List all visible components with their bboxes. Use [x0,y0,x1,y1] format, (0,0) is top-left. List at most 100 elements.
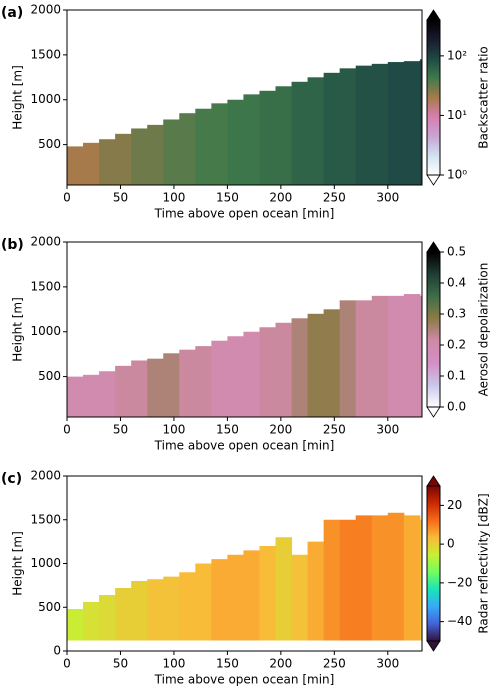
cell-column [115,365,132,417]
cell-column [147,358,164,417]
y-tick-label: 1500 [30,512,61,526]
x-tick-label: 100 [162,657,185,671]
y-tick-label: 1500 [30,279,61,293]
cell-column [403,515,421,641]
cell-column [419,59,422,185]
cell-column [195,563,212,641]
cell-column [291,81,309,185]
y-tick-label: 2000 [30,3,61,17]
cell-column [99,595,116,641]
cell-column [275,537,293,641]
x-tick-label: 150 [216,657,239,671]
cell-column [403,294,421,417]
cell-column [227,336,244,417]
cell-column [227,554,244,641]
colorbar-tick-label: 0.0 [447,400,466,414]
cell-column [163,119,180,185]
cell-column [291,554,309,641]
cell-column [339,300,357,417]
colorbar-extend-bottom [426,174,441,186]
x-tick-label: 200 [269,657,292,671]
colorbar-tick-label: −20 [447,575,472,589]
colorbar-extend-bottom [426,640,441,652]
x-tick-label: 300 [376,423,399,437]
cell-column [147,124,164,185]
y-tick-label: 500 [38,137,61,151]
colorbar-tick-label: 0.4 [447,276,466,290]
colorbar-extend-top [426,475,441,487]
colorbar [427,20,440,175]
y-tick-label: 500 [38,600,61,614]
cell-column [243,94,260,185]
cell-column [371,63,389,185]
cell-column [115,588,132,641]
colorbar [427,486,440,641]
y-tick-label: 1000 [30,324,61,338]
cell-column [131,581,148,641]
cell-column [179,349,196,417]
panel-label: (b) [1,237,24,253]
cell-column [211,340,228,417]
x-tick-label: 300 [376,657,399,671]
cell-column [355,300,373,417]
x-tick-label: 250 [323,423,346,437]
x-tick-label: 0 [63,423,71,437]
x-tick-label: 100 [162,423,185,437]
x-tick-label: 150 [216,191,239,205]
cell-column [387,62,405,185]
cell-column [259,327,277,417]
x-tick-label: 0 [63,657,71,671]
y-tick-label: 1500 [30,47,61,61]
x-tick-label: 200 [269,423,292,437]
y-axis-label: Height [m] [11,531,25,596]
y-tick-label: 1000 [30,556,61,570]
colorbar-tick-label: 10⁰ [447,168,467,182]
cell-column [99,139,116,185]
cell-column [419,295,422,417]
colorbar-frame [426,485,441,642]
panel-label: (c) [1,471,22,487]
y-tick-label: 500 [38,369,61,383]
colorbar-label: Backscatter ratio [477,46,491,149]
colorbar-label: Aerosol depolarization [477,263,491,397]
cell-column [147,579,164,641]
cell-column [131,128,148,185]
x-axis-label: Time above open ocean [min] [154,439,335,453]
y-tick-label: 2000 [30,235,61,249]
colorbar-tick-label: 0.1 [447,369,466,383]
cell-column [83,374,100,417]
cell-column [211,103,228,185]
cell-column [243,331,260,417]
cell-column [403,61,421,185]
cell-column [163,353,180,417]
x-tick-label: 300 [376,191,399,205]
cell-column [291,318,309,417]
heatmap [67,294,422,417]
cell-column [275,86,293,185]
colorbar-frame [426,251,441,408]
cell-column [195,346,212,417]
heatmap [67,512,422,641]
x-tick-label: 250 [323,657,346,671]
panel-label: (a) [1,5,23,21]
cell-column [275,322,293,417]
cell-column [67,376,84,417]
cell-column [371,295,389,417]
y-tick-label: 2000 [30,469,61,483]
cell-column [115,133,132,185]
cell-column [371,515,389,641]
y-tick-label: 0 [53,644,61,658]
colorbar [427,252,440,407]
cell-column [99,371,116,417]
x-tick-label: 50 [113,657,128,671]
colorbar-tick-label: 10² [447,48,467,62]
cell-column [67,609,84,641]
x-tick-label: 200 [269,191,292,205]
cell-column [339,68,357,185]
cell-column [179,113,196,185]
cell-column [259,90,277,185]
colorbar-extend-bottom [426,406,441,418]
cell-column [339,519,357,641]
cell-column [195,108,212,185]
colorbar-extend-top [426,9,441,21]
